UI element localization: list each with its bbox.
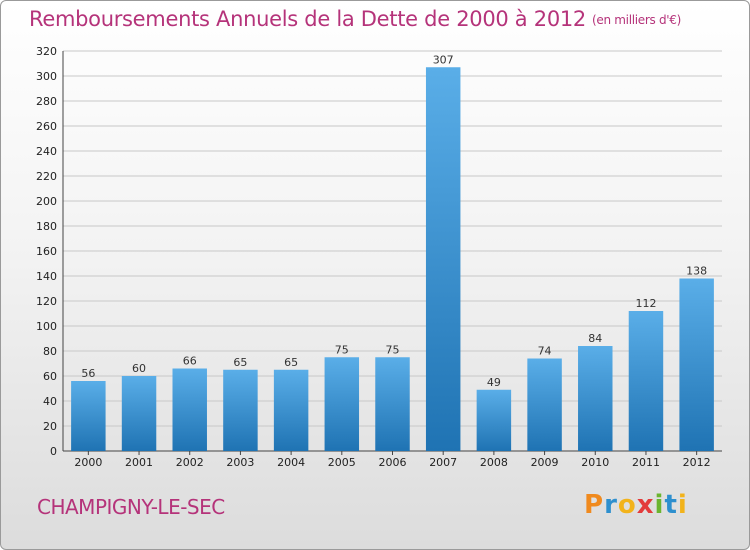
data-label: 65	[284, 356, 298, 369]
x-tick-label: 2011	[632, 456, 660, 469]
x-tick-label: 2001	[125, 456, 153, 469]
x-tick-label: 2009	[531, 456, 559, 469]
data-label: 56	[81, 367, 95, 380]
y-tick-label: 60	[43, 370, 57, 383]
data-label: 307	[433, 53, 454, 66]
y-tick-label: 0	[50, 445, 57, 458]
bar	[578, 346, 613, 451]
bar	[324, 357, 360, 451]
data-label: 112	[635, 297, 656, 310]
y-tick-label: 100	[36, 320, 57, 333]
y-tick-label: 120	[36, 295, 57, 308]
x-tick-label: 2000	[74, 456, 102, 469]
bar	[71, 381, 106, 451]
y-tick-label: 220	[36, 170, 57, 183]
chart-title: Remboursements Annuels de la Dette de 20…	[29, 7, 681, 31]
data-label: 75	[335, 343, 349, 356]
data-label: 49	[487, 376, 501, 389]
data-label: 75	[386, 343, 400, 356]
y-tick-label: 20	[43, 420, 57, 433]
y-tick-label: 240	[36, 145, 57, 158]
bar	[172, 368, 207, 451]
y-tick-label: 160	[36, 245, 57, 258]
bar	[679, 278, 714, 451]
bar	[273, 369, 309, 451]
x-tick-label: 2007	[429, 456, 457, 469]
data-label: 60	[132, 362, 146, 375]
y-tick-label: 180	[36, 220, 57, 233]
logo-letter: o	[617, 490, 637, 520]
proxiti-logo: Proxiti	[584, 490, 688, 520]
y-tick-label: 280	[36, 95, 57, 108]
x-tick-label: 2002	[176, 456, 204, 469]
logo-letter: P	[584, 490, 605, 520]
data-label: 84	[588, 332, 602, 345]
y-tick-label: 200	[36, 195, 57, 208]
bar	[476, 389, 512, 451]
chart-unit: (en milliers d'€)	[592, 13, 682, 27]
x-tick-label: 2004	[277, 456, 305, 469]
x-tick-label: 2005	[328, 456, 356, 469]
data-label: 74	[538, 345, 552, 358]
logo-letter: t	[664, 490, 678, 520]
bar	[628, 311, 664, 451]
logo-letter: x	[636, 490, 655, 520]
data-label: 138	[686, 265, 707, 278]
bar	[527, 358, 562, 451]
x-tick-label: 2006	[379, 456, 407, 469]
bar	[425, 67, 461, 451]
bar	[121, 376, 157, 451]
x-tick-label: 2003	[226, 456, 254, 469]
y-tick-label: 300	[36, 70, 57, 83]
y-tick-label: 320	[36, 45, 57, 58]
x-tick-label: 2010	[581, 456, 609, 469]
y-tick-label: 260	[36, 120, 57, 133]
x-tick-label: 2012	[683, 456, 711, 469]
logo-letter: i	[677, 490, 688, 520]
chart-title-text: Remboursements Annuels de la Dette de 20…	[29, 7, 586, 31]
y-tick-label: 140	[36, 270, 57, 283]
x-tick-label: 2008	[480, 456, 508, 469]
data-label: 65	[233, 356, 247, 369]
town-name: CHAMPIGNY-LE-SEC	[37, 495, 225, 519]
bar	[223, 369, 258, 451]
bar	[375, 357, 410, 451]
y-tick-label: 40	[43, 395, 57, 408]
logo-letter: r	[604, 490, 618, 520]
logo-letter: i	[654, 490, 665, 520]
data-label: 66	[183, 355, 197, 368]
y-tick-label: 80	[43, 345, 57, 358]
